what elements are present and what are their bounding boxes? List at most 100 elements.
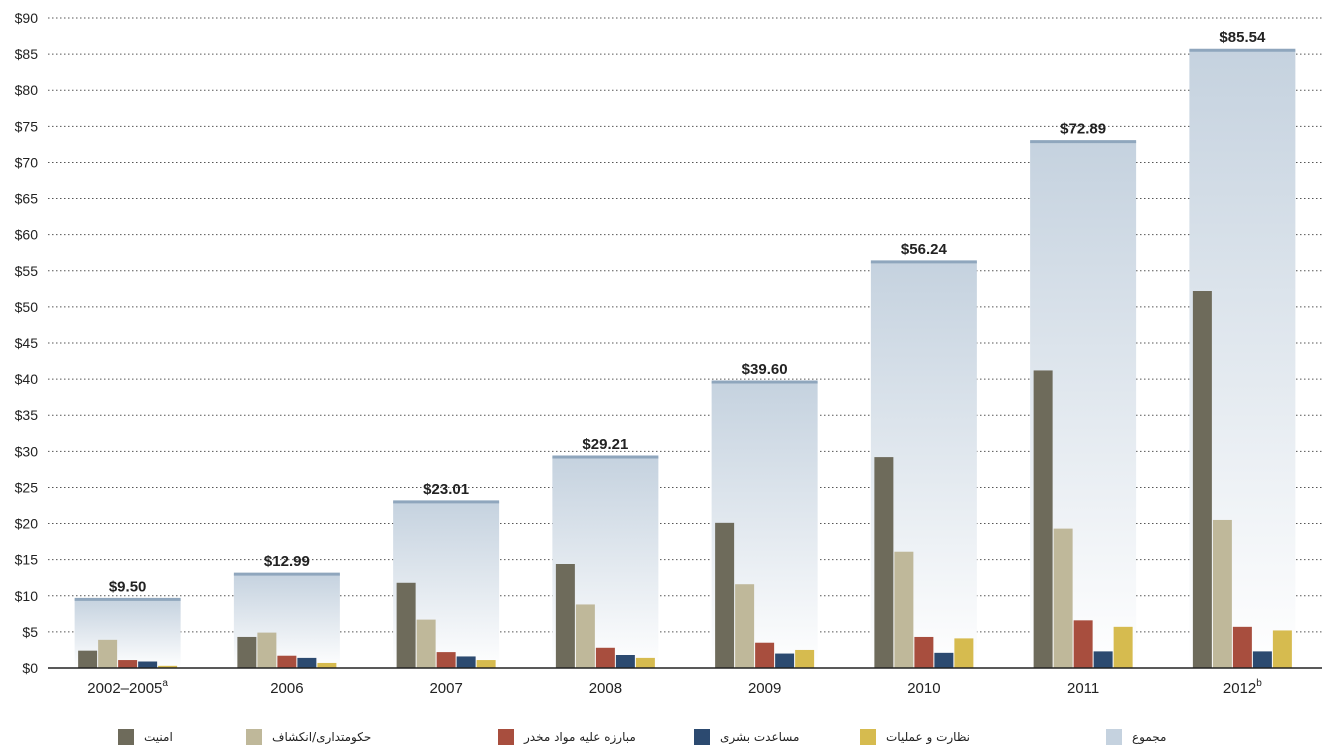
- legend-swatch-humanitarian: [694, 729, 710, 745]
- total-value-label: $72.89: [1060, 121, 1106, 138]
- y-tick-label: $45: [15, 335, 39, 351]
- legend-label: مساعدت بشری: [720, 730, 800, 744]
- bar-1-1: [257, 632, 277, 668]
- y-tick-label: $40: [15, 371, 39, 387]
- bar-0-7: [1192, 291, 1212, 668]
- y-tick-label: $10: [15, 588, 39, 604]
- bar-3-7: [1252, 651, 1272, 668]
- bar-2-7: [1232, 626, 1252, 668]
- bar-1-4: [735, 584, 755, 668]
- total-value-label: $9.50: [109, 578, 147, 595]
- x-category-superscript: b: [1256, 678, 1262, 689]
- x-category-label: 2002–2005a: [87, 678, 168, 697]
- x-axis-categories: 2002–2005a 2006 2007 2008 2009 2010 2011 2012b: [87, 678, 1262, 697]
- y-tick-label: $15: [15, 552, 39, 568]
- total-value-label: $85.54: [1219, 29, 1266, 46]
- total-value-label: $23.01: [423, 481, 469, 498]
- x-category-superscript: a: [162, 678, 168, 689]
- bar-3-1: [297, 657, 317, 668]
- bar-4-6: [1113, 626, 1133, 668]
- bar-4-3: [635, 657, 655, 668]
- legend: امنیت حکومتداری/انکشاف مبارزه علیه مواد …: [0, 722, 1329, 752]
- bar-4-2: [476, 660, 496, 668]
- total-value-label: $39.60: [742, 361, 788, 378]
- gridlines: [48, 17, 1322, 633]
- bar-4-5: [954, 638, 974, 668]
- bar-1-2: [416, 619, 436, 668]
- y-tick-label: $30: [15, 443, 39, 459]
- bar-0-1: [237, 636, 257, 668]
- bar-2-1: [277, 655, 297, 668]
- x-category-text: 2007: [429, 680, 462, 697]
- bar-0-3: [555, 564, 575, 668]
- x-category-label: 2012b: [1223, 678, 1262, 697]
- y-tick-label: $60: [15, 227, 39, 243]
- bar-4-4: [795, 649, 815, 668]
- y-tick-label: $50: [15, 299, 39, 315]
- bar-4-1: [317, 662, 337, 668]
- legend-label: مبارزه علیه مواد مخدر: [524, 730, 636, 744]
- bar-2-0: [118, 660, 138, 668]
- x-category-label: 2010: [907, 680, 940, 697]
- y-tick-label: $55: [15, 263, 39, 279]
- bar-3-2: [456, 656, 476, 668]
- legend-item-total: مجموع: [1106, 722, 1166, 752]
- x-category-text: 2011: [1067, 680, 1099, 697]
- x-category-text: 2002–2005: [87, 680, 162, 697]
- bar-4-0: [158, 665, 178, 668]
- legend-swatch-counternarcotics: [498, 729, 514, 745]
- legend-label: نظارت و عملیات: [886, 730, 970, 744]
- y-tick-label: $65: [15, 191, 39, 207]
- legend-label: حکومتداری/انکشاف: [272, 730, 372, 744]
- legend-swatch-governance: [246, 729, 262, 745]
- x-category-text: 2006: [270, 680, 303, 697]
- total-labels: $9.50 $12.99 $23.01 $29.21 $39.60 $56.24 $72.8…: [109, 29, 1266, 595]
- legend-item-security: امنیت: [118, 722, 173, 752]
- bar-0-0: [78, 650, 98, 668]
- x-category-text: 2010: [907, 680, 940, 697]
- bar-0-2: [396, 582, 416, 668]
- total-bars: [74, 48, 1296, 669]
- x-category-text: 2009: [748, 680, 781, 697]
- bar-3-0: [138, 661, 158, 668]
- bar-2-4: [755, 642, 775, 668]
- legend-label: امنیت: [144, 730, 173, 744]
- y-tick-label: $75: [15, 118, 39, 134]
- total-value-label: $29.21: [582, 436, 628, 453]
- legend-item-oversight: نظارت و عملیات: [860, 722, 970, 752]
- x-category-label: 2008: [589, 680, 622, 697]
- y-axis-ticks: $0 $5 $10 $15 $20 $25 $30 $35 $40 $45 $50 $55 $60 $65…: [15, 10, 39, 676]
- bar-1-6: [1053, 528, 1073, 668]
- y-tick-label: $5: [22, 624, 38, 640]
- y-tick-label: $25: [15, 479, 39, 495]
- legend-label: مجموع: [1132, 730, 1167, 744]
- bar-chart: $0 $5 $10 $15 $20 $25 $30 $35 $40 $45 $50 $55 $60 $65…: [15, 10, 1322, 697]
- bar-2-6: [1073, 620, 1093, 668]
- x-category-label: 2009: [748, 680, 781, 697]
- x-category-text: 2012: [1223, 680, 1256, 697]
- bar-3-6: [1093, 651, 1113, 668]
- bar-1-0: [98, 639, 118, 668]
- bar-0-6: [1033, 370, 1053, 668]
- bar-0-4: [715, 522, 735, 668]
- bar-3-3: [615, 655, 635, 668]
- total-value-label: $12.99: [264, 553, 310, 570]
- legend-item-humanitarian: مساعدت بشری: [694, 722, 799, 752]
- legend-swatch-oversight: [860, 729, 876, 745]
- series-bars: [78, 291, 1292, 668]
- bar-1-5: [894, 551, 914, 668]
- y-tick-label: $35: [15, 407, 39, 423]
- y-tick-label: $85: [15, 46, 39, 62]
- x-category-label: 2006: [270, 680, 303, 697]
- x-category-label: 2011: [1067, 680, 1099, 697]
- legend-item-counternarcotics: مبارزه علیه مواد مخدر: [498, 722, 636, 752]
- legend-item-governance: حکومتداری/انکشاف: [246, 722, 371, 752]
- bar-2-3: [595, 647, 615, 668]
- legend-swatch-total: [1106, 729, 1122, 745]
- bar-2-5: [914, 636, 934, 668]
- bar-3-5: [934, 652, 954, 668]
- bar-0-5: [874, 457, 894, 668]
- y-tick-label: $90: [15, 10, 39, 26]
- y-tick-label: $80: [15, 82, 39, 98]
- bar-4-7: [1272, 630, 1292, 668]
